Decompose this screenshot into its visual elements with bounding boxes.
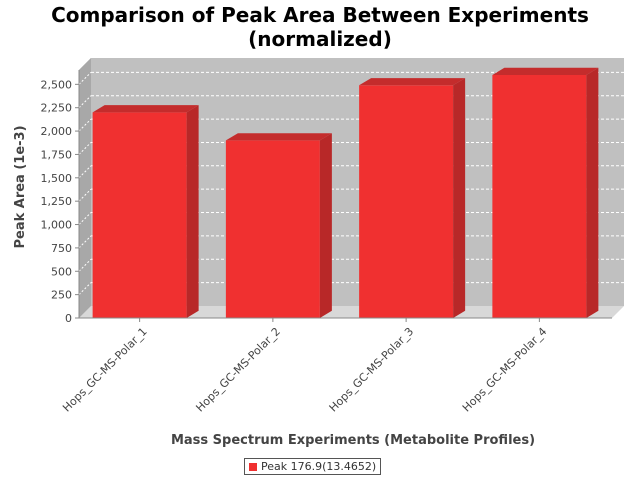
grid-line-side: [78, 71, 92, 85]
bar: [92, 112, 187, 318]
chart-title: Comparison of Peak Area Between Experime…: [0, 3, 640, 51]
bar: [492, 75, 587, 318]
legend-label: Peak 176.9(13.4652): [261, 460, 377, 473]
grid-line-side: [78, 235, 92, 249]
grid-line-side: [78, 142, 92, 155]
plot-floor: [79, 306, 624, 318]
legend: Peak 176.9(13.4652): [244, 458, 382, 475]
bar: [225, 140, 320, 318]
grid-lines: [78, 71, 624, 295]
y-tick-label: 750: [51, 242, 72, 255]
y-tick-label: 1,500: [41, 172, 73, 185]
y-axis: 0 250 500 750 1,000 1,250 1,500 1,750 2,000 2,250…: [41, 70, 80, 325]
bars: [92, 67, 599, 319]
y-tick-label: 2,500: [41, 78, 73, 91]
bar-top: [492, 67, 599, 75]
legend-swatch: [249, 462, 257, 471]
x-tick-label: Hops_GC-MS-Polar_3: [327, 325, 417, 415]
grid-line-side: [78, 118, 92, 132]
y-tick-label: 1,000: [41, 219, 73, 232]
y-tick-label: 1,750: [41, 148, 73, 161]
bar-top: [92, 105, 199, 113]
x-tick-label: Hops_GC-MS-Polar_4: [460, 325, 550, 415]
y-tick-label: 2,000: [41, 125, 73, 138]
bar-top: [225, 133, 332, 141]
bar-top: [359, 78, 466, 86]
chart-title-line-1: Comparison of Peak Area Between Experime…: [51, 3, 589, 27]
y-tick-label: 250: [51, 289, 72, 302]
chart-title-line-2: (normalized): [248, 27, 392, 51]
grid-line-side: [78, 165, 92, 179]
grid-line-side: [78, 258, 92, 272]
y-axis-title: Peak Area (1e-3): [13, 125, 28, 248]
y-tick-label: 2,250: [41, 102, 73, 115]
bar-side: [453, 78, 466, 318]
y-tick-label: 0: [65, 312, 72, 325]
x-axis: Hops_GC-MS-Polar_1 Hops_GC-MS-Polar_2 Hops…: [60, 317, 612, 415]
bar-side: [319, 133, 332, 318]
bar: [359, 85, 454, 319]
bar-side: [186, 105, 199, 318]
y-tick-label: 500: [51, 265, 72, 278]
x-tick-label: Hops_GC-MS-Polar_2: [193, 325, 283, 415]
plot-left-wall: [79, 58, 91, 318]
grid-line-side: [78, 95, 92, 109]
x-axis-title: Mass Spectrum Experiments (Metabolite Pr…: [171, 433, 535, 448]
bar-side: [586, 67, 599, 318]
grid-line-side: [78, 212, 92, 225]
y-tick-label: 1,250: [41, 195, 73, 208]
grid-line-side: [78, 282, 92, 295]
grid-line-side: [78, 188, 92, 202]
x-tick-label: Hops_GC-MS-Polar_1: [60, 325, 150, 415]
